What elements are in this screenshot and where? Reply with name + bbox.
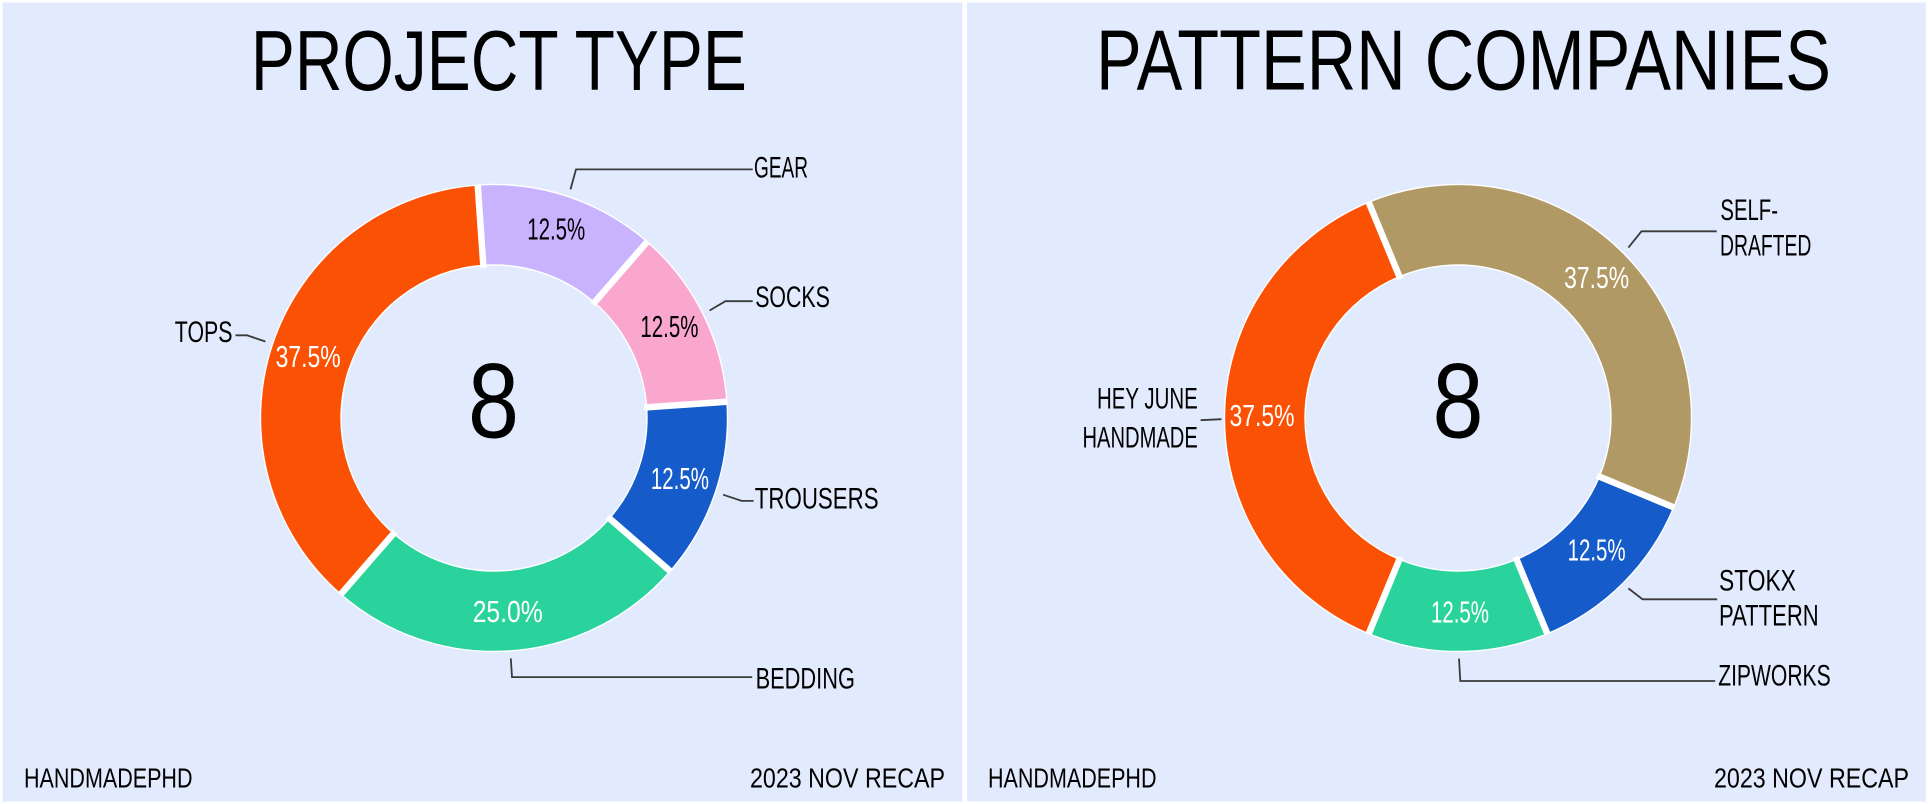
svg-text:37.5%: 37.5% bbox=[276, 339, 341, 374]
svg-text:12.5%: 12.5% bbox=[651, 461, 709, 496]
svg-text:PATTERN COMPANIES: PATTERN COMPANIES bbox=[1096, 14, 1831, 109]
svg-text:2023 NOV RECAP: 2023 NOV RECAP bbox=[750, 763, 945, 794]
svg-text:SELF-: SELF- bbox=[1720, 194, 1778, 227]
svg-text:37.5%: 37.5% bbox=[1230, 398, 1295, 433]
svg-text:PROJECT TYPE: PROJECT TYPE bbox=[251, 14, 747, 109]
svg-text:TROUSERS: TROUSERS bbox=[755, 483, 879, 516]
svg-text:HANDMADEPHD: HANDMADEPHD bbox=[988, 763, 1157, 794]
svg-text:STOKX: STOKX bbox=[1719, 565, 1796, 598]
svg-text:12.5%: 12.5% bbox=[640, 309, 698, 344]
svg-text:2023 NOV RECAP: 2023 NOV RECAP bbox=[1714, 763, 1909, 794]
svg-text:12.5%: 12.5% bbox=[1431, 595, 1489, 630]
svg-text:BEDDING: BEDDING bbox=[756, 663, 855, 696]
svg-text:GEAR: GEAR bbox=[754, 151, 808, 184]
svg-text:12.5%: 12.5% bbox=[527, 212, 585, 247]
svg-text:8: 8 bbox=[468, 341, 519, 461]
svg-text:DRAFTED: DRAFTED bbox=[1720, 229, 1811, 262]
svg-text:8: 8 bbox=[1433, 341, 1484, 461]
svg-text:12.5%: 12.5% bbox=[1568, 533, 1626, 568]
svg-text:ZIPWORKS: ZIPWORKS bbox=[1718, 659, 1831, 692]
svg-text:SOCKS: SOCKS bbox=[755, 281, 830, 314]
svg-text:HEY JUNE: HEY JUNE bbox=[1097, 383, 1198, 416]
svg-text:37.5%: 37.5% bbox=[1564, 260, 1629, 295]
svg-text:HANDMADE: HANDMADE bbox=[1083, 421, 1198, 454]
svg-text:HANDMADEPHD: HANDMADEPHD bbox=[24, 763, 193, 794]
svg-text:TOPS: TOPS bbox=[175, 316, 233, 349]
svg-text:PATTERN: PATTERN bbox=[1719, 600, 1819, 633]
svg-text:25.0%: 25.0% bbox=[473, 594, 543, 629]
